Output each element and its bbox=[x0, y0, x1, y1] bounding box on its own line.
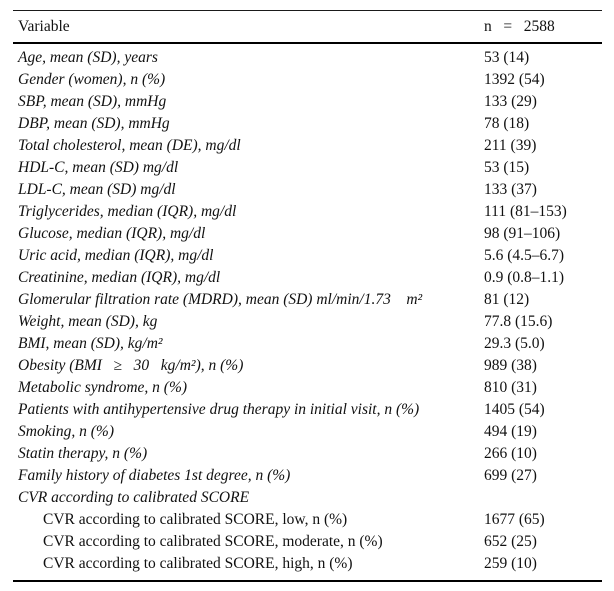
table-row: Patients with antihypertensive drug ther… bbox=[13, 399, 602, 421]
row-variable-label: Glomerular filtration rate (MDRD), mean … bbox=[18, 291, 423, 308]
table-row: Metabolic syndrome, n (%) 810 (31) bbox=[13, 377, 602, 399]
row-variable-label: HDL-C, mean (SD) mg/dl bbox=[18, 159, 179, 176]
row-variable-label: SBP, mean (SD), mmHg bbox=[18, 93, 167, 110]
table-row: Statin therapy, n (%) 266 (10) bbox=[13, 443, 602, 465]
table-row: LDL-C, mean (SD) mg/dl 133 (37) bbox=[13, 179, 602, 201]
row-value: 111 (81–153) bbox=[484, 203, 567, 220]
table-row: Triglycerides, median (IQR), mg/dl 111 (… bbox=[13, 201, 602, 223]
table-row: HDL-C, mean (SD) mg/dl 53 (15) bbox=[13, 157, 602, 179]
table-row: SBP, mean (SD), mmHg 133 (29) bbox=[13, 91, 602, 113]
table-header-row: Variable n = 2588 bbox=[13, 11, 602, 44]
row-value: 0.9 (0.8–1.1) bbox=[484, 269, 565, 286]
table-row: Smoking, n (%) 494 (19) bbox=[13, 421, 602, 443]
row-variable-label: Gender (women), n (%) bbox=[18, 71, 166, 88]
row-value: 652 (25) bbox=[484, 533, 537, 550]
row-value bbox=[484, 487, 602, 509]
row-variable-label: Creatinine, median (IQR), mg/dl bbox=[18, 269, 221, 286]
row-value: 259 (10) bbox=[484, 555, 537, 572]
table-row: Glucose, median (IQR), mg/dl 98 (91–106) bbox=[13, 223, 602, 245]
row-value: 699 (27) bbox=[484, 467, 537, 484]
row-value: 1405 (54) bbox=[484, 401, 545, 418]
characteristics-table: Variable n = 2588 Age, mean (SD), years … bbox=[13, 10, 602, 582]
row-variable-label: CVR according to calibrated SCORE, low, … bbox=[43, 511, 348, 528]
row-variable-label: Metabolic syndrome, n (%) bbox=[18, 379, 188, 396]
table-row: Glomerular filtration rate (MDRD), mean … bbox=[13, 289, 602, 311]
row-variable-label: Statin therapy, n (%) bbox=[18, 445, 148, 462]
row-value: 77.8 (15.6) bbox=[484, 313, 553, 330]
table-row: CVR according to calibrated SCORE, high,… bbox=[13, 553, 602, 575]
row-value: 98 (91–106) bbox=[484, 225, 561, 242]
row-variable-label: Smoking, n (%) bbox=[18, 423, 114, 440]
row-value: 989 (38) bbox=[484, 357, 537, 374]
row-value: 5.6 (4.5–6.7) bbox=[484, 247, 565, 264]
table-row: Age, mean (SD), years 53 (14) bbox=[13, 47, 602, 69]
row-value: 810 (31) bbox=[484, 379, 537, 396]
header-variable-label: Variable bbox=[18, 17, 70, 35]
row-variable-label: LDL-C, mean (SD) mg/dl bbox=[18, 181, 176, 198]
row-value: 53 (14) bbox=[484, 49, 530, 66]
row-value: 29.3 (5.0) bbox=[484, 335, 545, 352]
row-variable-label: Total cholesterol, mean (DE), mg/dl bbox=[18, 137, 241, 154]
table-row: Gender (women), n (%) 1392 (54) bbox=[13, 69, 602, 91]
table-row: Creatinine, median (IQR), mg/dl 0.9 (0.8… bbox=[13, 267, 602, 289]
row-variable-label: DBP, mean (SD), mmHg bbox=[18, 115, 170, 132]
row-value: 81 (12) bbox=[484, 291, 530, 308]
table-row: CVR according to calibrated SCORE, moder… bbox=[13, 531, 602, 553]
row-value: 494 (19) bbox=[484, 423, 537, 440]
table-body: Age, mean (SD), years 53 (14) Gender (wo… bbox=[13, 44, 602, 582]
row-value: 53 (15) bbox=[484, 159, 530, 176]
row-value: 1392 (54) bbox=[484, 71, 545, 88]
row-variable-label: Uric acid, median (IQR), mg/dl bbox=[18, 247, 214, 264]
row-value: 78 (18) bbox=[484, 115, 530, 132]
row-variable-label: BMI, mean (SD), kg/m² bbox=[18, 335, 163, 352]
row-value: 1677 (65) bbox=[484, 511, 545, 528]
row-variable-label: CVR according to calibrated SCORE, moder… bbox=[43, 533, 383, 550]
table-row: Obesity (BMI ≥ 30 kg/m²), n (%) 989 (38) bbox=[13, 355, 602, 377]
table-row: Total cholesterol, mean (DE), mg/dl 211 … bbox=[13, 135, 602, 157]
table-row: DBP, mean (SD), mmHg 78 (18) bbox=[13, 113, 602, 135]
table-row: CVR according to calibrated SCORE bbox=[13, 487, 602, 509]
row-value: 133 (37) bbox=[484, 181, 537, 198]
row-variable-label: Age, mean (SD), years bbox=[18, 49, 158, 66]
row-variable-label: Family history of diabetes 1st degree, n… bbox=[18, 467, 291, 484]
row-variable-label: Triglycerides, median (IQR), mg/dl bbox=[18, 203, 237, 220]
table-row: Weight, mean (SD), kg 77.8 (15.6) bbox=[13, 311, 602, 333]
row-value: 133 (29) bbox=[484, 93, 537, 110]
table-row: BMI, mean (SD), kg/m² 29.3 (5.0) bbox=[13, 333, 602, 355]
row-value: 266 (10) bbox=[484, 445, 537, 462]
row-variable-label: Patients with antihypertensive drug ther… bbox=[18, 401, 420, 418]
table-row: CVR according to calibrated SCORE, low, … bbox=[13, 509, 602, 531]
row-variable-label: Weight, mean (SD), kg bbox=[18, 313, 158, 330]
row-variable-label: CVR according to calibrated SCORE, high,… bbox=[43, 555, 353, 572]
row-value: 211 (39) bbox=[484, 137, 537, 154]
header-count-label: n = 2588 bbox=[484, 17, 555, 35]
row-variable-label: CVR according to calibrated SCORE bbox=[18, 489, 250, 506]
row-variable-label: Glucose, median (IQR), mg/dl bbox=[18, 225, 206, 242]
table-row: Family history of diabetes 1st degree, n… bbox=[13, 465, 602, 487]
table-row: Uric acid, median (IQR), mg/dl 5.6 (4.5–… bbox=[13, 245, 602, 267]
row-variable-label: Obesity (BMI ≥ 30 kg/m²), n (%) bbox=[18, 357, 244, 374]
